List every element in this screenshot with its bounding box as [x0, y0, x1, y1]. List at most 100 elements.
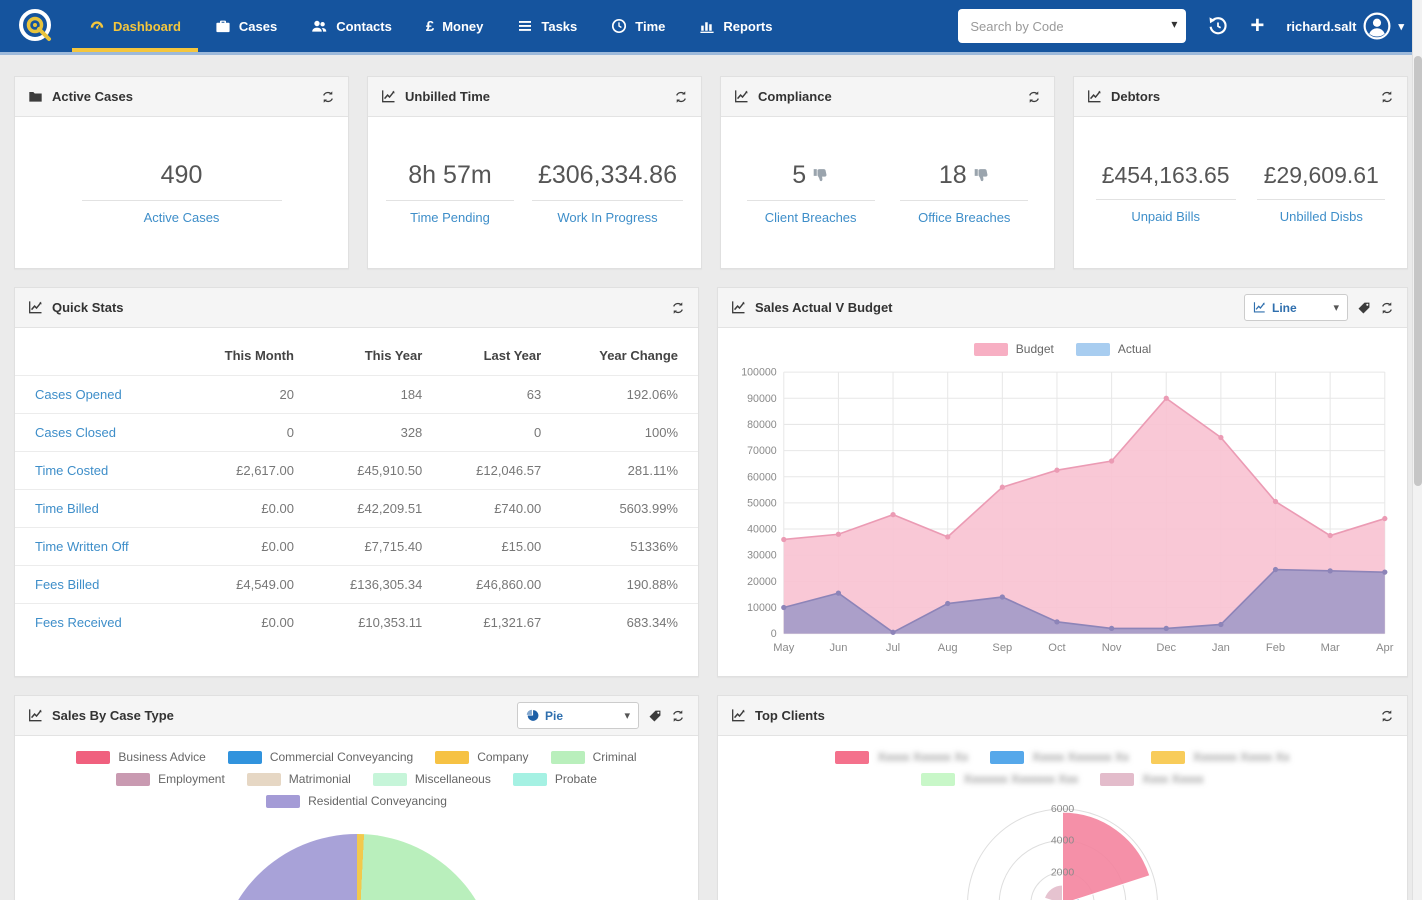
- legend-swatch: [973, 342, 1008, 356]
- stat-link-time-billed[interactable]: Time Billed: [35, 501, 99, 516]
- svg-text:70000: 70000: [747, 445, 777, 457]
- panel-title: Quick Stats: [52, 300, 124, 315]
- top-navbar: Dashboard Cases Contacts £ Money Tasks T…: [0, 0, 1422, 52]
- stat-link-cases-opened[interactable]: Cases Opened: [35, 387, 122, 402]
- client-breaches-link[interactable]: Client Breaches: [764, 210, 857, 225]
- legend-label: Employment: [158, 772, 225, 786]
- legend-item[interactable]: Xxxxxxx Xxxxx Xx: [1150, 750, 1290, 764]
- legend-item[interactable]: Company: [435, 750, 529, 764]
- nav-label: Dashboard: [113, 18, 181, 34]
- legend-item[interactable]: Xxxxxxx Xxxxxxx Xxx: [921, 772, 1078, 786]
- users-icon: [311, 18, 328, 34]
- stat-link-time-costed[interactable]: Time Costed: [35, 463, 109, 478]
- legend-item[interactable]: Xxxx Xxxxx: [1100, 772, 1204, 786]
- chevron-down-icon: ▾: [1333, 302, 1339, 314]
- nav-item-dashboard[interactable]: Dashboard: [72, 0, 198, 52]
- legend-item[interactable]: Employment: [116, 772, 225, 786]
- svg-text:40000: 40000: [747, 524, 777, 536]
- legend-item[interactable]: Commercial Conveyancing: [227, 750, 413, 764]
- sales-actual-v-budget-panel: Sales Actual V Budget Line ▾ Budget Actua…: [717, 287, 1408, 677]
- chart-type-select[interactable]: Pie ▾: [517, 702, 639, 729]
- legend-label: Probate: [554, 772, 597, 786]
- legend-item[interactable]: Matrimonial: [246, 772, 351, 786]
- panel-title: Sales By Case Type: [52, 708, 174, 723]
- nav-item-cases[interactable]: Cases: [198, 0, 294, 52]
- nav-item-reports[interactable]: Reports: [682, 0, 789, 52]
- unpaid-bills-link[interactable]: Unpaid Bills: [1131, 209, 1200, 224]
- stat-link-fees-received[interactable]: Fees Received: [35, 615, 122, 630]
- add-new-button[interactable]: +: [1250, 12, 1265, 39]
- legend-label: Xxxxx Xxxxxxx Xx: [1032, 750, 1129, 764]
- legend-swatch: [550, 750, 585, 764]
- legend-item[interactable]: Residential Conveyancing: [266, 794, 447, 808]
- nav-item-time[interactable]: Time: [594, 0, 682, 52]
- chart-type-select[interactable]: Line ▾: [1244, 294, 1348, 321]
- nav-label: Money: [442, 18, 484, 34]
- tag-button[interactable]: [648, 709, 662, 723]
- tag-button[interactable]: [1357, 301, 1371, 315]
- svg-text:Sep: Sep: [992, 642, 1012, 654]
- refresh-button[interactable]: [1380, 301, 1394, 315]
- svg-text:60000: 60000: [747, 471, 777, 483]
- client-breaches-metric: 5 Client Breaches: [746, 161, 875, 225]
- nav-label: Contacts: [336, 18, 392, 34]
- search-input[interactable]: [958, 9, 1187, 43]
- refresh-button[interactable]: [1027, 90, 1041, 104]
- cell: £0.00: [189, 489, 314, 528]
- chart-type-value: Pie: [545, 708, 564, 723]
- cell: £0.00: [189, 527, 314, 566]
- gauge-icon: [89, 18, 105, 34]
- legend-item[interactable]: Budget: [973, 342, 1054, 356]
- svg-text:80000: 80000: [747, 419, 777, 431]
- app-logo[interactable]: [0, 6, 72, 46]
- nav-label: Cases: [238, 18, 278, 34]
- metric-value: £454,163.65: [1095, 162, 1236, 200]
- legend-swatch: [266, 794, 301, 808]
- refresh-button[interactable]: [674, 90, 688, 104]
- vertical-scrollbar[interactable]: [1412, 0, 1422, 900]
- stat-link-fees-billed[interactable]: Fees Billed: [35, 577, 100, 592]
- stat-link-cases-closed[interactable]: Cases Closed: [35, 425, 116, 440]
- time-pending-link[interactable]: Time Pending: [410, 210, 490, 225]
- legend-item[interactable]: Miscellaneous: [372, 772, 491, 786]
- svg-text:30000: 30000: [747, 550, 777, 562]
- table-row: Time Written Off £0.00 £7,715.40 £15.00 …: [15, 527, 698, 566]
- nav-item-money[interactable]: £ Money: [409, 0, 501, 52]
- legend-item[interactable]: Business Advice: [76, 750, 206, 764]
- legend-item[interactable]: Probate: [512, 772, 597, 786]
- nav-item-tasks[interactable]: Tasks: [500, 0, 594, 52]
- active-cases-link[interactable]: Active Cases: [143, 210, 220, 225]
- search-dropdown-caret-icon[interactable]: ▾: [1171, 17, 1178, 31]
- svg-text:Jul: Jul: [886, 642, 900, 654]
- legend-swatch: [372, 772, 407, 786]
- panel-title: Sales Actual V Budget: [755, 300, 893, 315]
- history-button[interactable]: [1208, 16, 1228, 36]
- quick-stats-table: This Month This Year Last Year Year Chan…: [15, 332, 698, 641]
- refresh-button[interactable]: [321, 90, 335, 104]
- nav-label: Reports: [723, 18, 773, 34]
- table-row: Fees Received £0.00 £10,353.11 £1,321.67…: [15, 603, 698, 641]
- line-chart-icon: [381, 89, 396, 104]
- cell: 5603.99%: [561, 489, 698, 528]
- office-breaches-link[interactable]: Office Breaches: [918, 210, 1011, 225]
- legend-item[interactable]: Criminal: [550, 750, 637, 764]
- svg-text:0: 0: [771, 628, 777, 640]
- refresh-button[interactable]: [1380, 90, 1394, 104]
- cell: £42,209.51: [313, 489, 443, 528]
- metric-value: 8h 57m: [385, 161, 514, 201]
- work-in-progress-link[interactable]: Work In Progress: [557, 210, 658, 225]
- refresh-button[interactable]: [671, 301, 685, 315]
- legend-item[interactable]: Xxxxx Xxxxxx Xx: [835, 750, 968, 764]
- refresh-button[interactable]: [1380, 709, 1394, 723]
- refresh-button[interactable]: [671, 709, 685, 723]
- user-menu[interactable]: richard.salt ▾: [1286, 12, 1404, 40]
- legend-item[interactable]: Actual: [1075, 342, 1151, 356]
- stat-link-time-written-off[interactable]: Time Written Off: [35, 539, 129, 554]
- legend-item[interactable]: Xxxxx Xxxxxxx Xx: [990, 750, 1129, 764]
- unbilled-disbs-link[interactable]: Unbilled Disbs: [1279, 209, 1363, 224]
- legend-swatch: [921, 772, 956, 786]
- nav-item-contacts[interactable]: Contacts: [294, 0, 409, 52]
- scrollbar-thumb[interactable]: [1414, 56, 1422, 486]
- briefcase-icon: [215, 18, 231, 34]
- metric-value: £306,334.86: [531, 161, 683, 201]
